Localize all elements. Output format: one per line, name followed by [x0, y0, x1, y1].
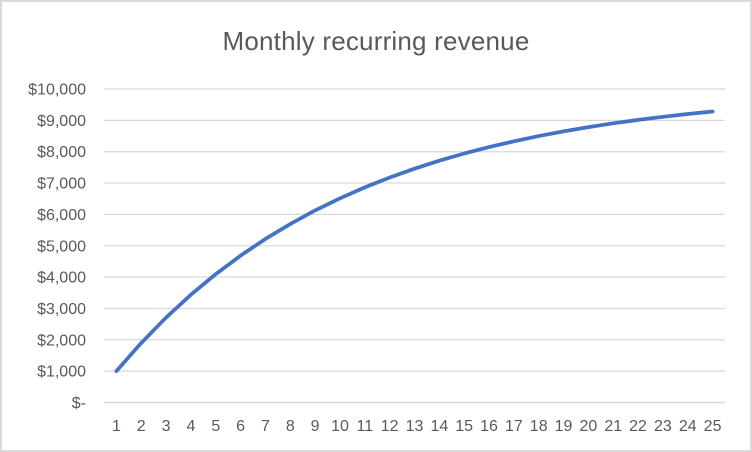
y-axis-label: $7,000 — [37, 176, 86, 193]
x-axis-label: 4 — [186, 418, 195, 435]
x-axis-label: 15 — [455, 418, 473, 435]
y-axis-label: $9,000 — [37, 113, 86, 130]
x-axis-label: 22 — [629, 418, 647, 435]
x-axis-label: 16 — [480, 418, 498, 435]
x-axis-label: 14 — [430, 418, 448, 435]
y-axis-label: $5,000 — [37, 238, 86, 255]
x-axis-label: 10 — [331, 418, 349, 435]
x-axis-label: 13 — [406, 418, 424, 435]
y-axis-label: $3,000 — [37, 301, 86, 318]
x-axis-label: 17 — [505, 418, 523, 435]
y-axis-label: $1,000 — [37, 364, 86, 381]
x-axis-label: 3 — [162, 418, 171, 435]
y-axis-label: $4,000 — [37, 270, 86, 287]
x-axis-label: 20 — [579, 418, 597, 435]
y-axis-label: $- — [72, 395, 86, 412]
x-axis-label: 7 — [261, 418, 270, 435]
x-axis-label: 6 — [236, 418, 245, 435]
x-axis-label: 21 — [604, 418, 622, 435]
x-axis-label: 18 — [530, 418, 548, 435]
x-axis-label: 25 — [704, 418, 722, 435]
x-axis-label: 5 — [211, 418, 220, 435]
y-axis-label: $10,000 — [28, 82, 86, 99]
x-axis-label: 9 — [311, 418, 320, 435]
x-axis-label: 24 — [679, 418, 697, 435]
x-axis-label: 12 — [381, 418, 399, 435]
revenue-line — [114, 109, 715, 373]
x-axis-label: 11 — [357, 418, 374, 435]
x-axis-label: 1 — [112, 418, 121, 435]
y-axis-label: $6,000 — [37, 207, 86, 224]
y-axis-label: $2,000 — [37, 332, 86, 349]
y-axis-label: $8,000 — [37, 144, 86, 161]
x-axis-label: 8 — [286, 418, 295, 435]
x-axis-label: 23 — [654, 418, 672, 435]
x-axis-label: 2 — [137, 418, 146, 435]
x-axis-label: 19 — [555, 418, 573, 435]
